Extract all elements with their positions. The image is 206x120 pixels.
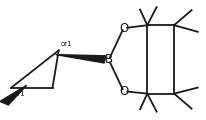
Text: O: O: [119, 22, 128, 35]
Polygon shape: [56, 55, 106, 63]
Text: O: O: [119, 85, 128, 98]
Text: or1: or1: [61, 41, 72, 47]
Polygon shape: [0, 85, 27, 105]
Text: or1: or1: [13, 91, 25, 97]
Text: B: B: [105, 53, 113, 66]
